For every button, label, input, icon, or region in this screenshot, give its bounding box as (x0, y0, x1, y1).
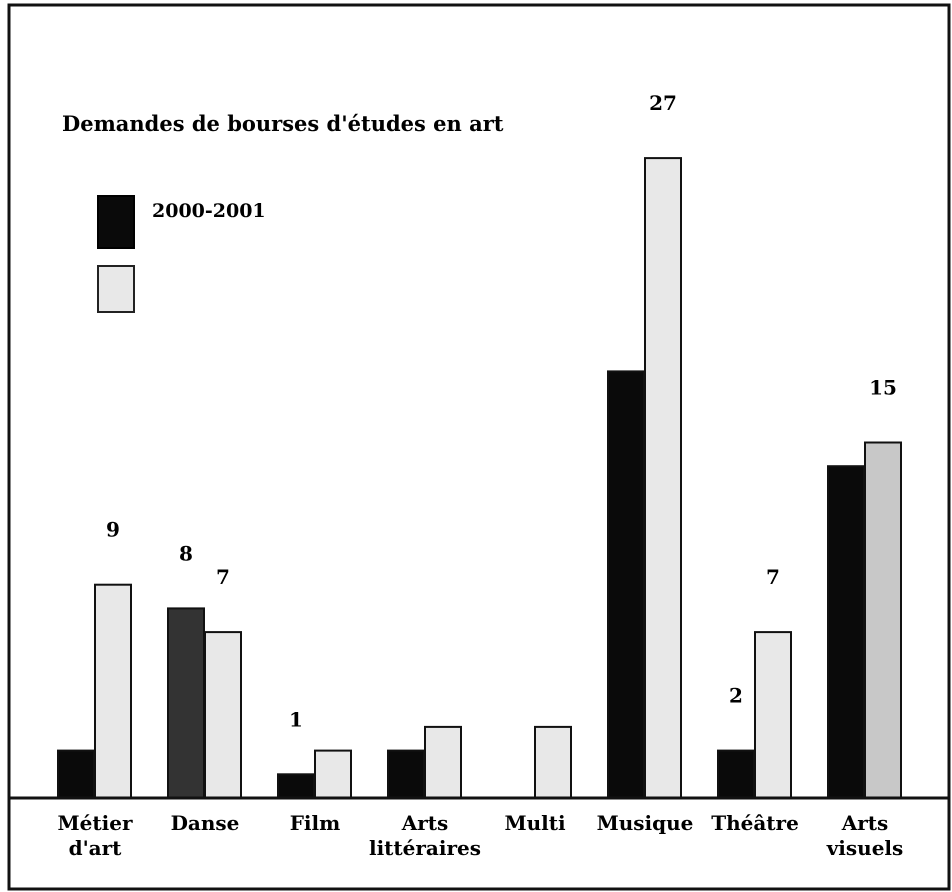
bar-series-1-cat-7 (864, 441, 902, 799)
value-label-series-0-cat-2: 1 (289, 707, 303, 731)
category-label-3-line-0: Arts (401, 811, 449, 835)
value-label-series-1-cat-5: 27 (649, 91, 677, 115)
value-label-series-1-cat-1: 7 (216, 565, 230, 589)
bar-series-0-cat-2 (277, 773, 315, 799)
bar-series-1-cat-2 (314, 749, 352, 799)
category-label-3-line-1: littéraires (369, 836, 481, 860)
legend-swatch-series-b (97, 265, 135, 313)
category-label-7-line-0: Arts (841, 811, 889, 835)
chart-title: Demandes de bourses d'études en art (62, 111, 504, 136)
bar-series-1-cat-1 (204, 631, 242, 799)
value-label-series-0-cat-6: 2 (729, 684, 743, 708)
category-label-2-line-0: Film (290, 811, 341, 835)
bar-series-0-cat-0 (57, 749, 95, 799)
bar-series-1-cat-6 (754, 631, 792, 799)
legend-swatch-series-a (97, 195, 135, 249)
bars-group (57, 157, 902, 800)
value-label-series-0-cat-1: 8 (179, 541, 193, 565)
bar-series-1-cat-0 (94, 583, 132, 800)
bar-series-0-cat-1 (167, 607, 205, 800)
bar-series-0-cat-7 (827, 465, 865, 799)
bar-series-0-cat-6 (717, 749, 755, 799)
legend-label-series-a: 2000-2001 (152, 200, 266, 222)
chart-frame (7, 3, 951, 891)
value-label-series-1-cat-0: 9 (106, 518, 120, 542)
category-label-0-line-0: Métier (58, 811, 133, 835)
bar-series-0-cat-5 (607, 370, 645, 799)
category-label-4-line-0: Multi (504, 811, 566, 835)
category-label-1-line-0: Danse (171, 811, 240, 835)
value-label-series-1-cat-6: 7 (766, 565, 780, 589)
category-label-7-line-1: visuels (826, 836, 904, 860)
bar-series-1-cat-4 (534, 725, 572, 800)
category-label-5-line-0: Musique (597, 811, 694, 835)
bar-series-1-cat-5 (644, 157, 682, 800)
category-label-6-line-0: Théâtre (711, 811, 799, 835)
value-label-series-1-cat-7: 15 (869, 376, 897, 400)
bar-series-0-cat-3 (387, 749, 425, 799)
bar-series-1-cat-3 (424, 725, 462, 800)
legend: 2000-2001 (97, 195, 266, 313)
category-label-0-line-1: d'art (69, 836, 123, 860)
